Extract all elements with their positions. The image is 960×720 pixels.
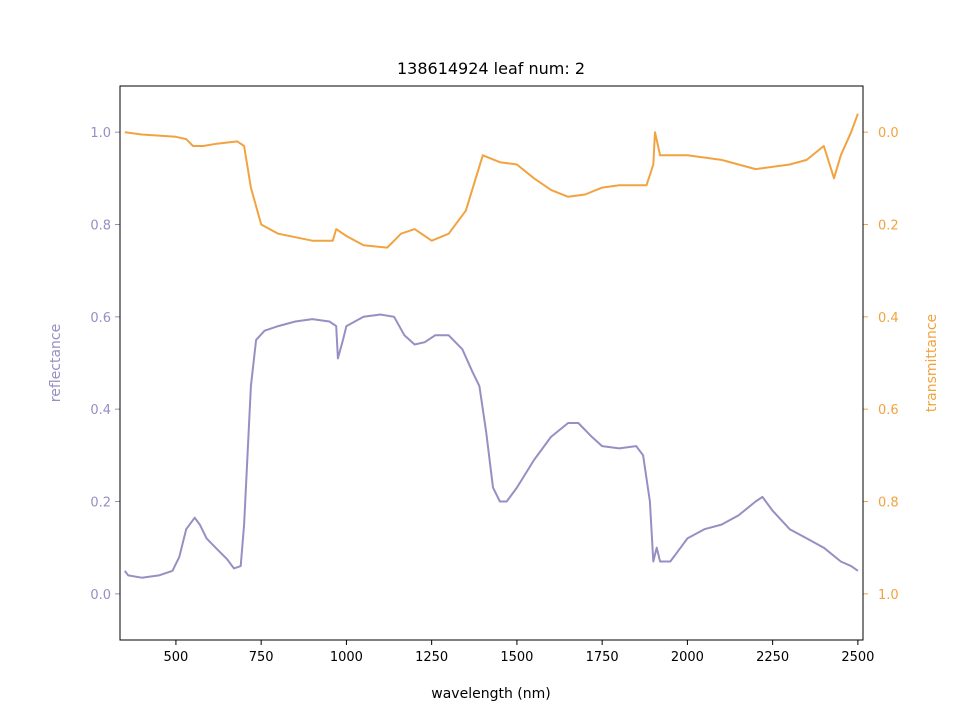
x-tick-label: 2250 (756, 650, 789, 665)
y2-tick-label: 0.8 (878, 496, 899, 511)
x-tick-label: 1500 (500, 650, 533, 665)
y-tick-label: 0.8 (90, 219, 111, 234)
x-tick-label: 1250 (415, 650, 448, 665)
series-line (124, 113, 859, 249)
y-axis-label: reflectance (48, 324, 64, 402)
x-tick-label: 2000 (671, 650, 704, 665)
y2-tick-label: 0.0 (878, 126, 899, 141)
y2-axis-label: transmittance (924, 314, 940, 412)
y-tick-label: 0.2 (90, 496, 111, 511)
y-tick-label: 0.4 (90, 403, 111, 418)
y2-tick-label: 0.4 (878, 311, 899, 326)
x-tick-label: 1000 (330, 650, 363, 665)
y2-tick-label: 0.2 (878, 219, 899, 234)
series-line (123, 313, 859, 579)
x-tick-label: 750 (249, 650, 274, 665)
plot-frame (119, 85, 864, 641)
x-tick-label: 500 (164, 650, 189, 665)
y-tick-label: 0.0 (90, 588, 111, 603)
y-tick-label: 0.6 (90, 311, 111, 326)
x-tick-label: 2500 (841, 650, 874, 665)
chart-title: 138614924 leaf num: 2 (397, 59, 585, 78)
x-axis-label: wavelength (nm) (431, 686, 550, 702)
y2-tick-label: 0.6 (878, 403, 899, 418)
y2-tick-label: 1.0 (878, 588, 899, 603)
x-tick-label: 1750 (586, 650, 619, 665)
y-tick-label: 1.0 (90, 126, 111, 141)
